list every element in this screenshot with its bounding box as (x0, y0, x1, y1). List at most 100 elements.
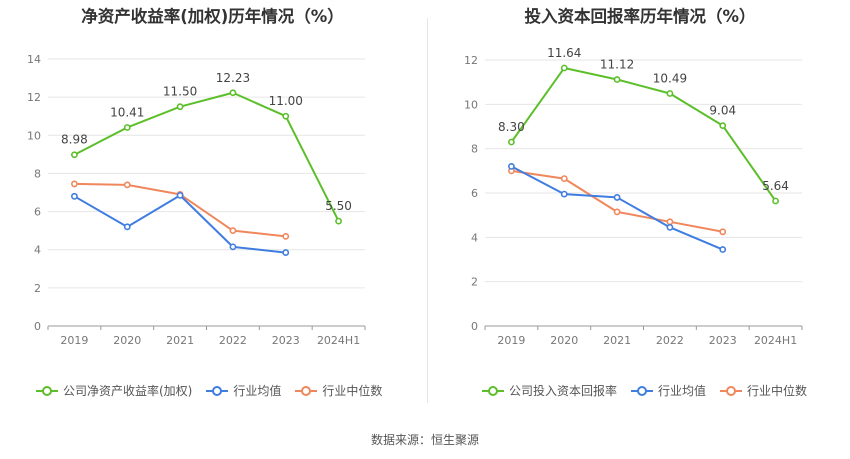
legend-item[interactable]: 公司净资产收益率(加权) (36, 382, 192, 399)
y-tick-label: 2 (471, 276, 478, 289)
x-tick-label: 2019 (60, 334, 88, 347)
y-tick-label: 0 (471, 320, 478, 333)
x-tick-label: 2023 (272, 334, 300, 347)
y-tick-label: 8 (471, 143, 478, 156)
data-point (123, 124, 131, 131)
data-label: 11.50 (163, 85, 197, 99)
data-point (123, 181, 131, 189)
x-tick-label: 2019 (497, 334, 525, 347)
roe-chart-plot: 0 2 4 6 8 10 12 14 2019 2020 2021 2022 2023 2024H1 8.9… (27, 53, 366, 347)
series-line (511, 169, 723, 233)
y-tick-label: 10 (27, 129, 41, 142)
data-point (772, 197, 779, 205)
legend-item[interactable]: 行业均值 (206, 382, 281, 399)
legend-swatch-icon (295, 385, 318, 396)
data-point (666, 218, 674, 226)
x-tick-label: 2022 (656, 334, 684, 347)
data-label: 11.64 (547, 46, 581, 60)
y-tick-label: 12 (27, 91, 41, 104)
legend-item[interactable]: 行业中位数 (720, 382, 807, 399)
series-line (510, 66, 777, 202)
data-point (71, 151, 78, 159)
legend-swatch-icon (720, 385, 743, 396)
legend-swatch-icon (36, 385, 58, 396)
data-label: 10.49 (653, 71, 687, 85)
data-point (666, 223, 674, 231)
data-label: 11.12 (600, 58, 634, 72)
x-tick-label: 2024H1 (317, 334, 360, 347)
data-label: 12.23 (216, 71, 250, 85)
x-tick-label: 2022 (219, 334, 247, 347)
data-point (71, 192, 78, 200)
data-point (560, 190, 568, 198)
y-tick-label: 10 (464, 98, 478, 111)
y-tick-label: 4 (471, 231, 478, 244)
legend-label: 行业中位数 (322, 384, 383, 398)
legend-item[interactable]: 公司投入资本回报率 (482, 382, 617, 399)
data-label: 11.00 (269, 94, 303, 108)
chart-legend: 公司投入资本回报率 行业均值 行业中位数 (482, 382, 807, 399)
series-line (73, 194, 286, 254)
data-point (666, 90, 674, 97)
data-point (176, 191, 184, 199)
data-label: 9.04 (709, 104, 736, 118)
chart-title: 净资产收益率(加权)历年情况（%） (81, 7, 344, 26)
chart-legend: 公司净资产收益率(加权) 行业均值 行业中位数 (36, 382, 382, 399)
data-point (613, 194, 621, 201)
legend-label: 行业中位数 (747, 384, 808, 398)
legend-label: 行业均值 (658, 384, 707, 398)
panel-divider (427, 18, 428, 403)
data-label: 8.98 (61, 133, 88, 147)
y-tick-label: 6 (34, 206, 41, 219)
data-point (335, 217, 342, 225)
chart-title: 投入资本回报率历年情况（%） (524, 7, 756, 26)
series-line (73, 91, 340, 222)
data-point (123, 223, 131, 231)
y-tick-label: 4 (34, 244, 41, 257)
y-tick-label: 14 (27, 53, 41, 66)
y-tick-label: 0 (34, 320, 41, 333)
data-point (613, 208, 621, 216)
data-point (229, 243, 237, 251)
y-tick-label: 8 (34, 167, 41, 180)
roic-chart-plot: 0 2 4 6 8 10 12 2019 2020 2021 2022 2023 2024H1 8.30 1… (464, 46, 803, 347)
data-point (719, 228, 727, 236)
x-tick-label: 2023 (709, 334, 737, 347)
data-point (508, 138, 515, 146)
data-point (560, 64, 568, 72)
data-point (229, 89, 237, 97)
data-label: 5.64 (762, 179, 789, 193)
chart-panel-roe: 净资产收益率(加权)历年情况（%） 0 2 4 6 8 10 12 14 2019 2020 202… (0, 0, 425, 410)
x-tick-label: 2021 (603, 334, 631, 347)
data-point (229, 227, 237, 235)
data-point (282, 112, 290, 120)
x-tick-label: 2024H1 (754, 334, 797, 347)
data-point (282, 249, 290, 256)
data-point (282, 232, 290, 240)
data-label: 5.50 (325, 199, 352, 213)
x-tick-label: 2021 (166, 334, 194, 347)
legend-swatch-icon (482, 385, 504, 396)
y-tick-label: 12 (464, 54, 478, 67)
legend-item[interactable]: 行业中位数 (295, 382, 382, 399)
data-label: 8.30 (498, 120, 525, 134)
legend-swatch-icon (631, 385, 654, 396)
data-point (719, 122, 727, 130)
y-tick-label: 6 (471, 187, 478, 200)
legend-item[interactable]: 行业均值 (631, 382, 706, 399)
legend-label: 公司投入资本回报率 (509, 384, 618, 398)
data-point (719, 246, 727, 253)
data-point (71, 180, 78, 188)
data-source-footer: 数据来源：恒生聚源 (370, 433, 479, 447)
data-point (176, 103, 184, 111)
x-tick-label: 2020 (113, 334, 141, 347)
x-tick-label: 2020 (550, 334, 578, 347)
legend-label: 行业均值 (233, 384, 282, 398)
y-tick-label: 2 (34, 282, 41, 295)
legend-label: 公司净资产收益率(加权) (63, 384, 193, 398)
data-point (613, 76, 621, 83)
data-point (508, 162, 515, 170)
data-point (560, 175, 568, 182)
legend-swatch-icon (206, 385, 229, 396)
data-label: 10.41 (110, 105, 144, 119)
